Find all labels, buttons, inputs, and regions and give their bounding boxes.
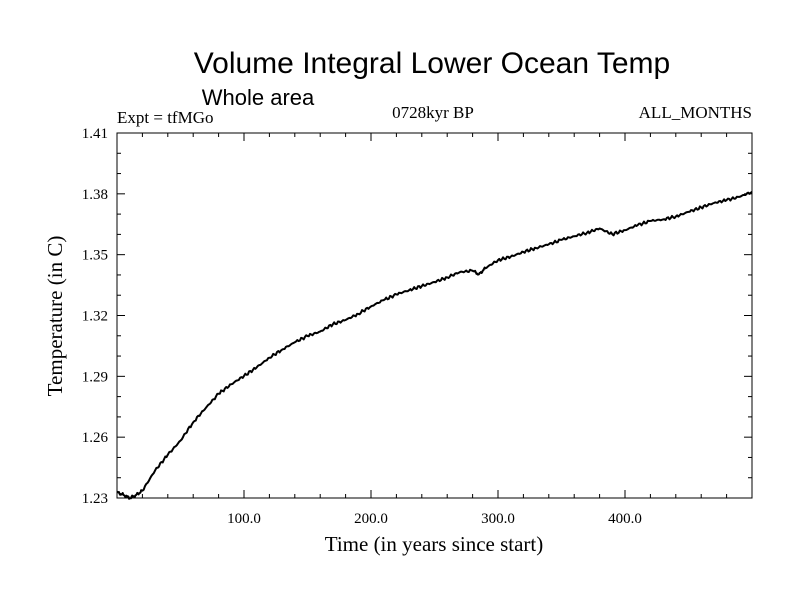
y-tick-label: 1.32 — [82, 309, 108, 325]
chart-title: Volume Integral Lower Ocean Temp — [194, 47, 670, 80]
x-axis-label: Time (in years since start) — [325, 532, 544, 556]
y-tick-label: 1.29 — [82, 369, 108, 385]
y-tick-label: 1.41 — [82, 126, 108, 142]
x-tick-label: 100.0 — [227, 511, 261, 527]
plot-frame — [116, 132, 753, 499]
x-tick-label: 300.0 — [481, 511, 515, 527]
x-tick-label: 400.0 — [608, 511, 642, 527]
y-axis-label: Temperature (in C) — [43, 236, 67, 397]
expt-label: Expt = tfMGo — [117, 108, 213, 127]
y-tick-label: 1.38 — [82, 187, 108, 203]
temperature-series-line — [116, 191, 753, 500]
months-label: ALL_MONTHS — [639, 103, 752, 122]
period-label: 0728kyr BP — [392, 103, 474, 122]
x-axis-ticks: 100.0 200.0 300.0 400.0 — [141, 133, 728, 527]
y-tick-label: 1.35 — [82, 248, 108, 264]
y-axis-ticks: 1.23 1.26 1.29 1.32 1.35 1.38 1.41 — [82, 126, 752, 507]
chart-subtitle: Whole area — [202, 85, 315, 110]
y-tick-label: 1.26 — [82, 430, 109, 446]
x-tick-label: 200.0 — [354, 511, 388, 527]
y-tick-label: 1.23 — [82, 491, 108, 507]
